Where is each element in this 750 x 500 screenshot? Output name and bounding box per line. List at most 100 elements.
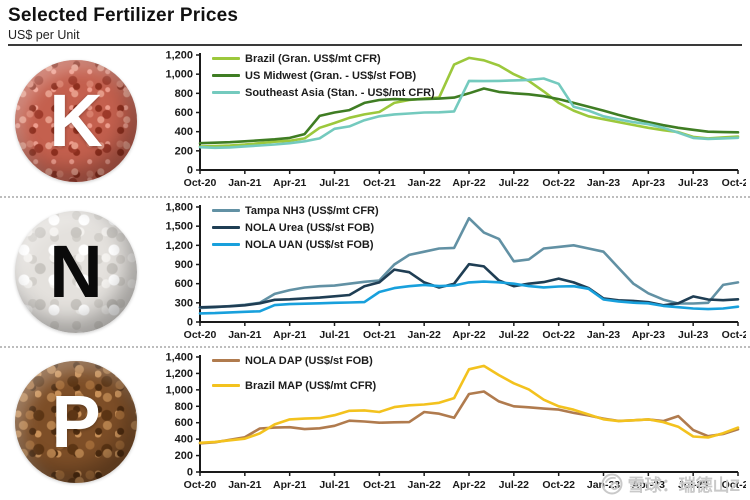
potash-granules-image: K — [15, 60, 137, 182]
phosphate-legend: NOLA DAP (US$/st FOB) Brazil MAP (US$/mt… — [212, 352, 376, 394]
svg-text:Jul-23: Jul-23 — [678, 479, 709, 491]
legend-item: NOLA DAP (US$/st FOB) — [212, 352, 376, 369]
legend-swatch-line — [212, 243, 240, 246]
svg-text:Oct-21: Oct-21 — [363, 479, 396, 491]
svg-text:Jan-22: Jan-22 — [408, 177, 441, 189]
svg-text:Apr-23: Apr-23 — [632, 177, 665, 189]
nitrogen-legend: Tampa NH3 (US$/mt CFR) NOLA Urea (US$/st… — [212, 202, 379, 253]
legend-label: Brazil (Gran. US$/mt CFR) — [245, 52, 381, 65]
legend-label: NOLA Urea (US$/st FOB) — [245, 221, 375, 234]
svg-text:Jan-21: Jan-21 — [228, 479, 261, 491]
svg-text:Apr-23: Apr-23 — [632, 329, 665, 341]
svg-text:Oct-20: Oct-20 — [184, 479, 217, 491]
svg-text:Oct-23: Oct-23 — [722, 329, 746, 341]
svg-text:Oct-21: Oct-21 — [363, 329, 396, 341]
svg-text:Jan-22: Jan-22 — [408, 329, 441, 341]
svg-text:Oct-23: Oct-23 — [722, 177, 746, 189]
svg-text:Apr-23: Apr-23 — [632, 479, 665, 491]
svg-text:Apr-21: Apr-21 — [273, 177, 306, 189]
svg-text:Apr-21: Apr-21 — [273, 479, 306, 491]
potash-letter: K — [49, 79, 103, 162]
nitrogen-letter: N — [49, 230, 103, 313]
legend-item: Brazil MAP (US$/mt CFR) — [212, 377, 376, 394]
svg-text:1,400: 1,400 — [165, 352, 193, 364]
svg-text:1,200: 1,200 — [165, 240, 193, 252]
svg-text:300: 300 — [175, 297, 193, 309]
svg-text:0: 0 — [187, 165, 193, 177]
potash-panel: K Brazil (Gran. US$/mt CFR) US Midwest (… — [0, 46, 750, 196]
svg-text:600: 600 — [175, 107, 193, 119]
svg-text:Jul-21: Jul-21 — [319, 329, 350, 341]
legend-swatch-line — [212, 57, 240, 60]
svg-text:900: 900 — [175, 259, 193, 271]
legend-swatch-line — [212, 209, 240, 212]
legend-swatch-line — [212, 384, 240, 387]
svg-text:Jan-21: Jan-21 — [228, 177, 261, 189]
potash-legend: Brazil (Gran. US$/mt CFR) US Midwest (Gr… — [212, 50, 435, 101]
svg-text:Oct-21: Oct-21 — [363, 177, 396, 189]
nitrogen-prills-image: N — [15, 211, 137, 333]
svg-text:Oct-23: Oct-23 — [722, 479, 746, 491]
svg-text:1,200: 1,200 — [165, 368, 193, 380]
svg-text:1,800: 1,800 — [165, 202, 193, 214]
legend-item: Tampa NH3 (US$/mt CFR) — [212, 202, 379, 219]
svg-text:Oct-22: Oct-22 — [542, 329, 575, 341]
svg-text:400: 400 — [175, 434, 193, 446]
legend-item: Brazil (Gran. US$/mt CFR) — [212, 50, 435, 67]
svg-text:Apr-22: Apr-22 — [452, 329, 485, 341]
page-header: Selected Fertilizer Prices US$ per Unit — [0, 0, 750, 46]
legend-swatch-line — [212, 74, 240, 77]
legend-swatch-line — [212, 226, 240, 229]
legend-swatch-line — [212, 91, 240, 94]
phosphate-image-column: P — [0, 348, 152, 496]
nitrogen-chart-area: Tampa NH3 (US$/mt CFR) NOLA Urea (US$/st… — [152, 198, 750, 346]
svg-text:Oct-20: Oct-20 — [184, 329, 217, 341]
potash-image-column: K — [0, 46, 152, 196]
legend-label: Tampa NH3 (US$/mt CFR) — [245, 204, 379, 217]
legend-label: Brazil MAP (US$/mt CFR) — [245, 379, 377, 392]
header-divider — [8, 44, 742, 46]
svg-text:800: 800 — [175, 401, 193, 413]
svg-text:0: 0 — [187, 467, 193, 479]
svg-text:Jul-22: Jul-22 — [499, 329, 530, 341]
svg-text:Jan-23: Jan-23 — [587, 329, 620, 341]
legend-label: NOLA UAN (US$/st FOB) — [245, 238, 374, 251]
legend-swatch-line — [212, 359, 240, 362]
legend-label: Southeast Asia (Stan. - US$/mt CFR) — [245, 86, 435, 99]
legend-label: US Midwest (Gran. - US$/st FOB) — [245, 69, 417, 82]
svg-text:1,000: 1,000 — [165, 384, 193, 396]
legend-item: NOLA Urea (US$/st FOB) — [212, 219, 379, 236]
svg-text:1,500: 1,500 — [165, 221, 193, 233]
svg-text:Jul-22: Jul-22 — [499, 479, 530, 491]
svg-text:Jul-22: Jul-22 — [499, 177, 530, 189]
phosphate-granules-image: P — [15, 361, 137, 483]
svg-text:Jul-21: Jul-21 — [319, 479, 350, 491]
potash-price-chart: 0 200 400 600 800 1,000 1,200 Oct-20 Jan-21 Apr-2… — [165, 50, 746, 190]
svg-text:1,000: 1,000 — [165, 69, 193, 81]
svg-text:200: 200 — [175, 145, 193, 157]
svg-text:Jan-21: Jan-21 — [228, 329, 261, 341]
svg-text:Oct-22: Oct-22 — [542, 177, 575, 189]
watermark-text: 雪球：瑞德山Z — [627, 476, 740, 495]
page-title: Selected Fertilizer Prices — [8, 5, 239, 26]
phosphate-panel: P NOLA DAP (US$/st FOB) Brazil MAP (US$/… — [0, 346, 750, 496]
legend-item: Southeast Asia (Stan. - US$/mt CFR) — [212, 84, 435, 101]
svg-text:0: 0 — [187, 317, 193, 329]
svg-text:Jan-23: Jan-23 — [587, 177, 620, 189]
page-subtitle: US$ per Unit — [8, 28, 80, 42]
svg-text:Oct-20: Oct-20 — [184, 177, 217, 189]
svg-text:1,200: 1,200 — [165, 50, 193, 62]
legend-item: NOLA UAN (US$/st FOB) — [212, 236, 379, 253]
svg-text:200: 200 — [175, 450, 193, 462]
svg-text:Oct-22: Oct-22 — [542, 479, 575, 491]
svg-text:400: 400 — [175, 126, 193, 138]
potash-chart-area: Brazil (Gran. US$/mt CFR) US Midwest (Gr… — [152, 46, 750, 196]
svg-text:800: 800 — [175, 88, 193, 100]
svg-text:600: 600 — [175, 278, 193, 290]
phosphate-price-chart: 0 200 400 600 800 1,000 1,200 1,400 Oct-20 Jan-21… — [165, 352, 746, 492]
svg-text:Jul-23: Jul-23 — [678, 329, 709, 341]
svg-text:Apr-22: Apr-22 — [452, 177, 485, 189]
nitrogen-image-column: N — [0, 198, 152, 346]
svg-text:Jan-22: Jan-22 — [408, 479, 441, 491]
